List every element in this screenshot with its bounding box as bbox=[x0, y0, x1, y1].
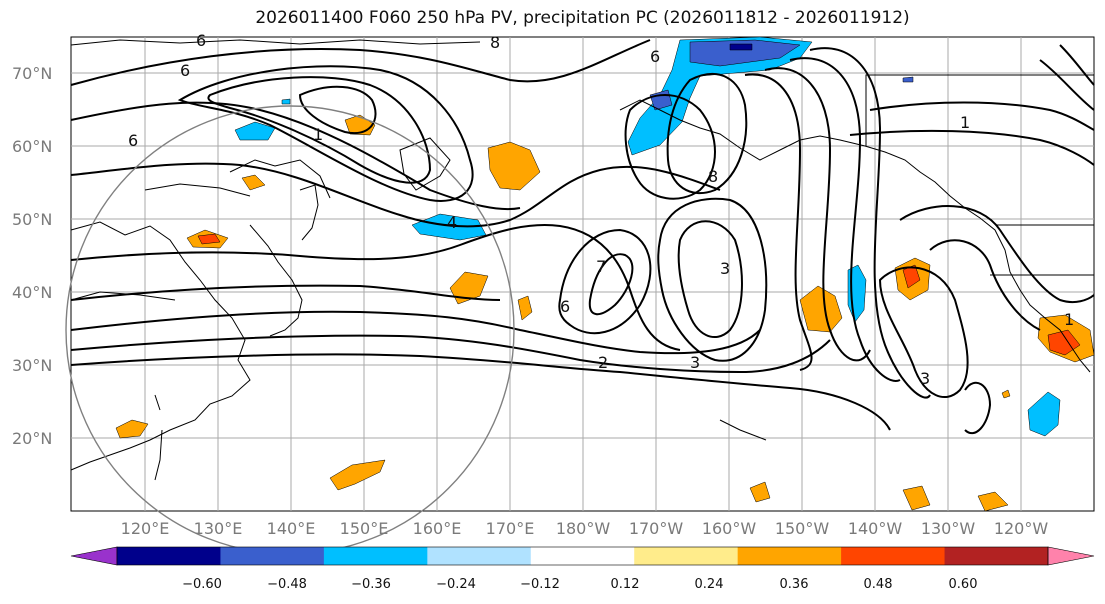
lon-label: 120°W bbox=[994, 519, 1049, 538]
pv-label: 3 bbox=[690, 353, 700, 372]
pv-label: 6 bbox=[180, 61, 190, 80]
colorbar-tick-label: −0.36 bbox=[351, 577, 391, 592]
lon-label: 130°E bbox=[194, 519, 243, 538]
positive-anomaly-bering bbox=[487, 141, 541, 191]
positive-anomaly-central-pacific bbox=[799, 285, 843, 333]
colorbar-cells bbox=[117, 547, 1049, 565]
lon-label: 150°W bbox=[775, 519, 830, 538]
pv-label: 7 bbox=[596, 257, 606, 276]
pv-label: 8 bbox=[708, 167, 718, 186]
pv-label: 2 bbox=[598, 353, 608, 372]
map-panel: 6 8 1 6 4 1 6 8 6 7 3 6 2 3 3 1 bbox=[65, 31, 1095, 555]
lon-label: 170°W bbox=[629, 519, 684, 538]
lon-label: 170°E bbox=[486, 519, 535, 538]
pv-contour-labels: 6 8 1 6 4 1 6 8 6 7 3 6 2 3 3 1 bbox=[128, 31, 1074, 388]
colorbar-extend-min bbox=[70, 546, 118, 566]
pv-label: 6 bbox=[560, 297, 570, 316]
colorbar-cell bbox=[634, 547, 739, 565]
colorbar-extend-max bbox=[1047, 546, 1095, 566]
colorbar-tick-label: 0.60 bbox=[949, 577, 978, 592]
colorbar-cell bbox=[737, 547, 842, 565]
colorbar-cell bbox=[944, 547, 1049, 565]
lat-label: 60°N bbox=[12, 137, 52, 156]
precipitation-shading bbox=[115, 36, 1095, 512]
pv-contours bbox=[70, 39, 1095, 435]
colorbar-tick-label: −0.48 bbox=[267, 577, 307, 592]
colorbar-ticks: −0.60 −0.48 −0.36 −0.24 −0.12 0.12 0.24 … bbox=[182, 577, 977, 592]
pv-label: 4 bbox=[447, 213, 457, 232]
pv-label: 6 bbox=[128, 131, 138, 150]
colorbar: −0.60 −0.48 −0.36 −0.24 −0.12 0.12 0.24 … bbox=[70, 546, 1095, 592]
lat-label: 30°N bbox=[12, 356, 52, 375]
lat-label: 40°N bbox=[12, 283, 52, 302]
map-title: 2026011400 F060 250 hPa PV, precipitatio… bbox=[255, 8, 910, 28]
pv-label: 6 bbox=[650, 47, 660, 66]
colorbar-tick-label: 0.12 bbox=[611, 577, 640, 592]
colorbar-cell bbox=[530, 547, 635, 565]
colorbar-tick-label: −0.12 bbox=[520, 577, 560, 592]
pv-label: 3 bbox=[920, 369, 930, 388]
lat-label: 70°N bbox=[12, 64, 52, 83]
colorbar-cell bbox=[841, 547, 946, 565]
longitude-labels: 120°E 130°E 140°E 150°E 160°E 170°E 180°… bbox=[121, 519, 1049, 538]
lon-label: 180°W bbox=[556, 519, 611, 538]
colorbar-tick-label: 0.24 bbox=[695, 577, 724, 592]
pv-label: 6 bbox=[196, 31, 206, 50]
lon-label: 130°W bbox=[921, 519, 976, 538]
lat-label: 20°N bbox=[12, 429, 52, 448]
lon-label: 160°W bbox=[702, 519, 757, 538]
coastlines bbox=[70, 39, 1094, 481]
colorbar-tick-label: −0.24 bbox=[436, 577, 476, 592]
colorbar-tick-label: 0.48 bbox=[864, 577, 893, 592]
colorbar-tick-label: −0.60 bbox=[182, 577, 222, 592]
pv-label: 1 bbox=[313, 125, 323, 144]
pv-label: 3 bbox=[720, 259, 730, 278]
negative-anomaly-alaska-core bbox=[689, 39, 801, 67]
colorbar-cell bbox=[427, 547, 532, 565]
colorbar-cell bbox=[323, 547, 428, 565]
colorbar-cell bbox=[220, 547, 325, 565]
lon-label: 140°E bbox=[267, 519, 316, 538]
colorbar-tick-label: 0.36 bbox=[780, 577, 809, 592]
pv-label: 1 bbox=[1064, 310, 1074, 329]
colorbar-cell bbox=[117, 547, 221, 565]
latitude-labels: 70°N 60°N 50°N 40°N 30°N 20°N bbox=[12, 64, 52, 448]
lat-label: 50°N bbox=[12, 210, 52, 229]
pv-label: 8 bbox=[490, 33, 500, 52]
lon-label: 160°E bbox=[413, 519, 462, 538]
lon-label: 120°E bbox=[121, 519, 170, 538]
lon-label: 150°E bbox=[340, 519, 389, 538]
pv-label: 1 bbox=[960, 113, 970, 132]
lon-label: 140°W bbox=[848, 519, 903, 538]
